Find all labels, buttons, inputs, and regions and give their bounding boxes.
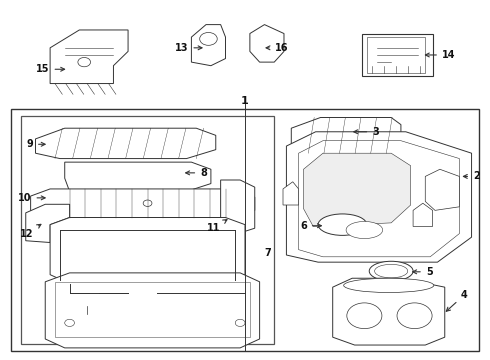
Circle shape (235, 319, 245, 327)
Polygon shape (26, 204, 70, 243)
Polygon shape (303, 153, 411, 226)
Circle shape (78, 58, 91, 67)
Bar (367, 37, 425, 73)
Text: 14: 14 (425, 50, 455, 60)
Circle shape (347, 303, 382, 329)
Polygon shape (128, 282, 162, 297)
Polygon shape (425, 169, 460, 210)
Text: 13: 13 (175, 43, 202, 53)
Polygon shape (172, 282, 206, 298)
Circle shape (200, 32, 217, 45)
Polygon shape (45, 273, 260, 348)
Ellipse shape (346, 221, 383, 239)
Polygon shape (35, 128, 216, 158)
Polygon shape (413, 203, 433, 226)
Polygon shape (50, 217, 245, 284)
Polygon shape (30, 189, 255, 217)
Polygon shape (250, 24, 284, 62)
Ellipse shape (318, 214, 367, 235)
Circle shape (65, 319, 74, 327)
Bar (11, 109, 479, 351)
Text: 11: 11 (207, 220, 227, 233)
Bar (21, 116, 274, 344)
Text: 9: 9 (26, 139, 45, 149)
Text: 10: 10 (18, 193, 45, 203)
Polygon shape (287, 132, 471, 262)
Ellipse shape (343, 278, 434, 293)
Text: 12: 12 (20, 224, 41, 239)
Text: 4: 4 (446, 290, 467, 311)
Text: 5: 5 (413, 267, 433, 277)
Polygon shape (220, 180, 255, 233)
Text: 7: 7 (265, 248, 271, 258)
Text: 8: 8 (186, 168, 207, 178)
Ellipse shape (369, 261, 413, 281)
Text: 2: 2 (464, 171, 480, 181)
Bar (55, 282, 250, 337)
Ellipse shape (374, 264, 408, 278)
Text: 6: 6 (300, 221, 321, 231)
Circle shape (143, 200, 152, 206)
Text: 16: 16 (266, 43, 288, 53)
Text: 3: 3 (354, 127, 379, 137)
Polygon shape (192, 24, 225, 66)
Bar (362, 33, 433, 76)
Polygon shape (298, 141, 460, 257)
Text: 15: 15 (36, 64, 65, 74)
Polygon shape (283, 182, 298, 205)
Polygon shape (65, 162, 211, 192)
Polygon shape (50, 30, 128, 84)
Circle shape (397, 303, 432, 329)
Circle shape (83, 301, 90, 306)
Polygon shape (291, 117, 401, 153)
Polygon shape (333, 278, 445, 345)
Text: 1: 1 (241, 96, 249, 107)
